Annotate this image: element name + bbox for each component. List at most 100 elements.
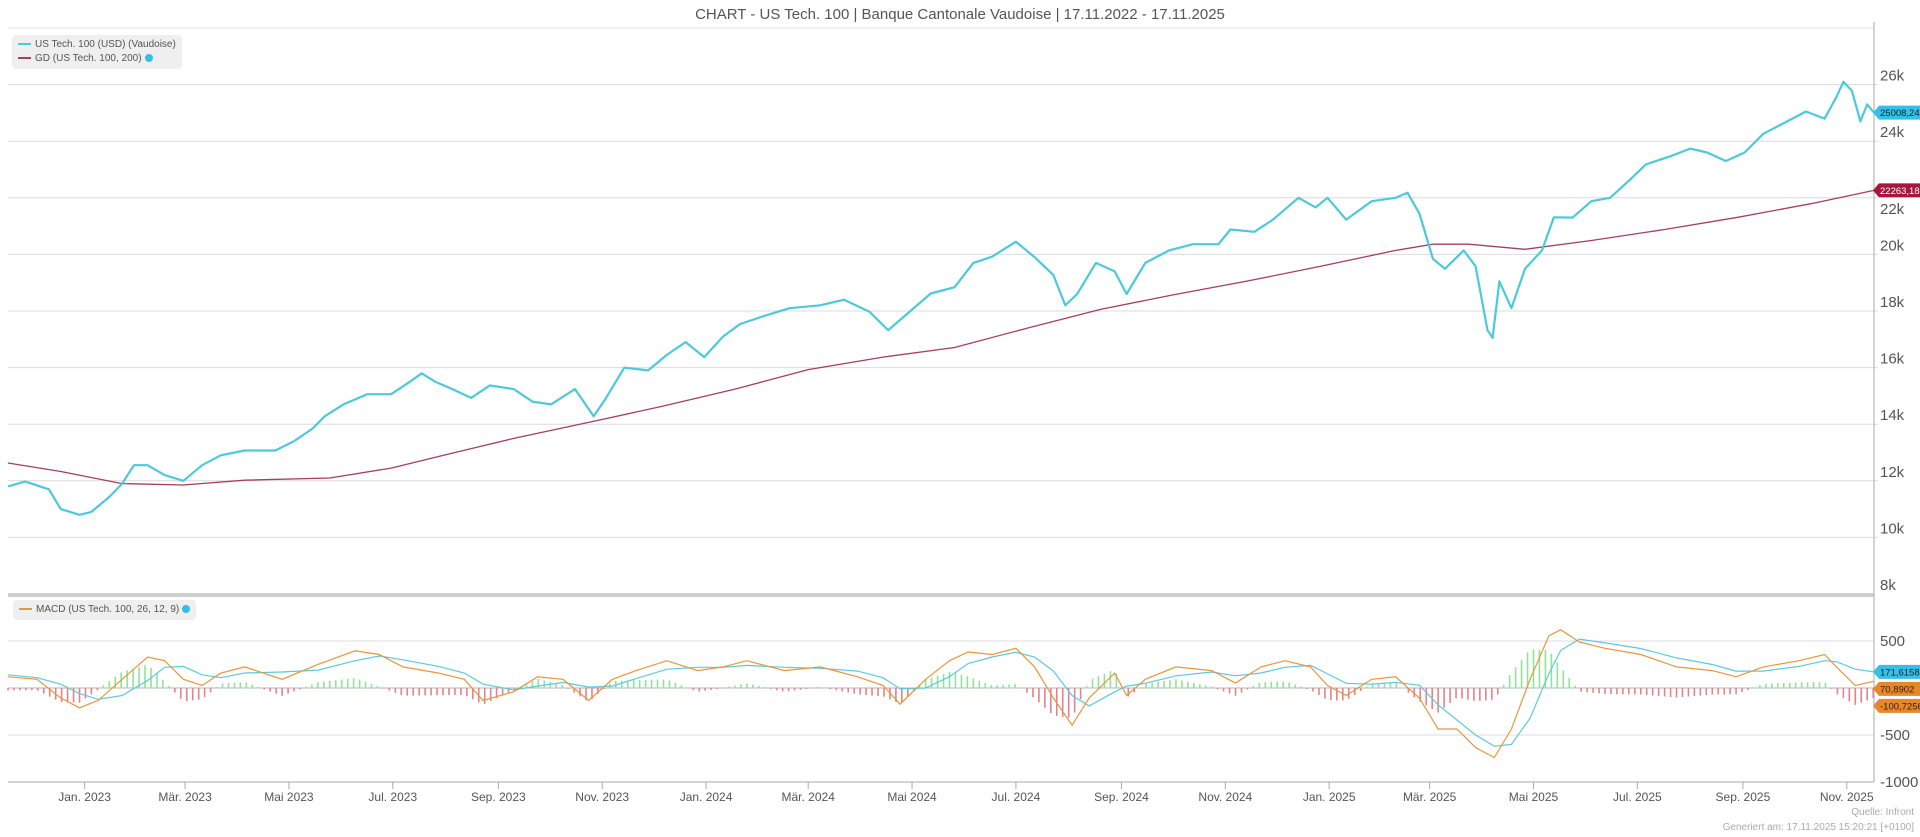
x-tick-label: Mär. 2023: [158, 790, 212, 804]
histogram-bar: [1222, 687, 1225, 692]
histogram-bar: [1479, 687, 1481, 701]
histogram-bar: [1574, 685, 1577, 689]
histogram-bar: [1514, 667, 1517, 689]
histogram-bar: [48, 687, 51, 697]
x-tick-label: Nov. 2025: [1820, 790, 1874, 804]
histogram-last-tag: -100,7256: [1873, 698, 1920, 713]
histogram-bar: [758, 685, 760, 689]
histogram-bar: [960, 674, 963, 689]
histogram-bar: [1622, 687, 1624, 695]
histogram-bar: [1836, 687, 1839, 695]
histogram-bar: [769, 687, 772, 689]
histogram-bar: [662, 679, 665, 689]
histogram-bar: [704, 687, 706, 691]
histogram-bar: [525, 683, 528, 689]
legend-label: US Tech. 100 (USD) (Vaudoise): [35, 39, 176, 50]
histogram-bar: [340, 679, 343, 689]
histogram-bar: [924, 679, 927, 689]
histogram-bar: [1175, 679, 1177, 689]
gd-swatch: [18, 57, 31, 60]
macd-last-tag-text: 70,8902: [1880, 684, 1914, 695]
histogram-bar: [1604, 687, 1606, 694]
histogram-bar: [388, 687, 391, 691]
histogram-bar: [364, 681, 367, 689]
histogram-bar: [1449, 687, 1451, 703]
histogram-bar: [1639, 687, 1642, 695]
x-tick-label: Jul. 2024: [992, 790, 1041, 804]
histogram-bar: [60, 687, 63, 703]
histogram-bar: [1580, 687, 1582, 692]
histogram-bar: [1312, 687, 1314, 692]
price-last-tag-bg: [1873, 105, 1920, 120]
histogram-bar: [1496, 687, 1499, 695]
x-tick-label: Jul. 2025: [1613, 790, 1662, 804]
legend-item-gd[interactable]: GD (US Tech. 100, 200): [18, 52, 176, 66]
legend-item-macd[interactable]: MACD (US Tech. 100, 26, 12, 9): [19, 603, 191, 617]
histogram-bar: [865, 687, 867, 695]
histogram-bar: [1026, 687, 1028, 693]
macd-last-tag: 70,8902: [1873, 681, 1920, 696]
histogram-bar: [257, 686, 260, 689]
settings-dot-icon[interactable]: [144, 54, 153, 63]
histogram-bar: [752, 684, 754, 689]
price-last-tag-text: 25008,24: [1880, 108, 1920, 119]
legend-item-price[interactable]: US Tech. 100 (USD) (Vaudoise): [18, 38, 176, 52]
x-tick-label: Jul. 2023: [368, 790, 417, 804]
histogram-bar: [912, 687, 915, 691]
histogram-bar: [7, 687, 9, 691]
histogram-bar: [215, 686, 218, 689]
histogram-bar: [1782, 682, 1785, 689]
histogram-bar: [293, 687, 295, 692]
histogram-bar: [1729, 687, 1731, 695]
y-tick-label: 18k: [1880, 294, 1905, 311]
histogram-bar: [132, 668, 134, 689]
histogram-bar: [1252, 685, 1255, 689]
histogram-bar: [1556, 662, 1559, 689]
histogram-bar: [1371, 683, 1374, 689]
histogram-bar: [990, 685, 993, 689]
histogram-bar: [1330, 687, 1332, 701]
histogram-bar: [448, 687, 450, 696]
histogram-bar: [1204, 685, 1207, 689]
histogram-bar: [835, 687, 838, 691]
chart-title: CHART - US Tech. 100 | Banque Cantonale …: [695, 6, 1225, 23]
histogram-bar: [853, 687, 855, 694]
histogram-bar: [1198, 684, 1201, 689]
histogram-bar: [1359, 687, 1362, 691]
histogram-bar: [108, 681, 111, 689]
histogram-bar: [1806, 682, 1809, 689]
histogram-bar: [1645, 687, 1648, 696]
histogram-bar: [1818, 681, 1821, 689]
histogram-bar: [1044, 687, 1046, 708]
histogram-bar: [382, 687, 385, 689]
x-tick-label: Mär. 2025: [1403, 790, 1457, 804]
histogram-bar: [1663, 687, 1666, 697]
histogram-bar: [1848, 687, 1851, 702]
histogram-bar: [984, 682, 987, 689]
histogram-bar: [692, 687, 695, 691]
histogram-bar: [370, 683, 373, 689]
settings-dot-icon[interactable]: [182, 605, 191, 614]
histogram-bar: [1163, 681, 1165, 689]
histogram-bar: [1228, 687, 1231, 694]
histogram-bar: [13, 687, 15, 691]
histogram-last-tag-bg: [1873, 698, 1920, 713]
macd-line: [7, 629, 1875, 759]
y-tick-label: 26k: [1880, 68, 1905, 85]
histogram-bar: [1079, 687, 1082, 700]
histogram-bar: [358, 679, 361, 689]
histogram-bar: [632, 680, 635, 689]
histogram-bar: [1067, 687, 1070, 718]
histogram-bar: [1407, 687, 1410, 693]
histogram-bar: [1383, 682, 1386, 689]
histogram-bar: [1425, 687, 1428, 706]
histogram-bar: [102, 685, 105, 689]
macd-y-tick-label: -500: [1880, 727, 1910, 744]
histogram-bar: [901, 687, 903, 703]
histogram-bar: [1109, 671, 1112, 689]
histogram-bar: [513, 687, 516, 690]
y-tick-label: 24k: [1880, 124, 1905, 141]
histogram-bar: [162, 679, 164, 689]
y-tick-label: 8k: [1880, 577, 1896, 594]
histogram-bar: [1085, 685, 1088, 689]
